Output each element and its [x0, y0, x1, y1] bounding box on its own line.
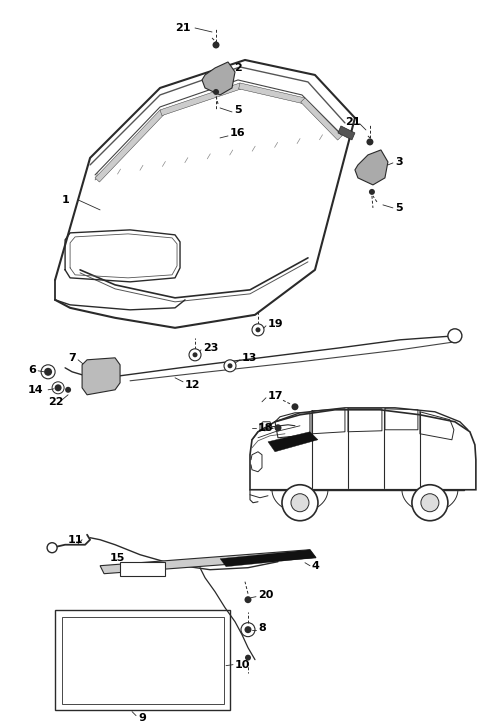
Circle shape: [65, 387, 71, 393]
Circle shape: [366, 138, 373, 146]
Polygon shape: [100, 550, 316, 573]
Circle shape: [213, 89, 219, 95]
Circle shape: [44, 368, 52, 376]
Circle shape: [291, 403, 299, 411]
Circle shape: [244, 626, 252, 634]
Text: 1: 1: [62, 195, 70, 205]
Circle shape: [282, 485, 318, 521]
Circle shape: [252, 324, 264, 336]
Text: 15: 15: [110, 552, 125, 563]
Circle shape: [291, 494, 309, 512]
Polygon shape: [250, 410, 476, 489]
Polygon shape: [220, 550, 316, 567]
Text: 5: 5: [395, 203, 403, 213]
Text: 3: 3: [395, 157, 403, 167]
Circle shape: [213, 41, 219, 49]
Circle shape: [369, 189, 375, 195]
Circle shape: [412, 485, 448, 521]
Circle shape: [448, 329, 462, 343]
Text: 7: 7: [68, 353, 76, 363]
Circle shape: [275, 424, 281, 432]
Text: 17: 17: [268, 391, 284, 401]
Polygon shape: [82, 358, 120, 395]
Polygon shape: [95, 110, 164, 182]
Circle shape: [228, 363, 232, 369]
Polygon shape: [160, 83, 242, 116]
Bar: [120, 562, 165, 576]
Text: 10: 10: [235, 660, 251, 670]
Text: 6: 6: [28, 365, 36, 375]
Bar: [55, 610, 230, 710]
Text: 21: 21: [175, 23, 191, 33]
Circle shape: [244, 596, 252, 603]
Text: 23: 23: [203, 343, 218, 353]
Text: 18: 18: [258, 423, 274, 433]
Text: 13: 13: [242, 353, 257, 363]
Circle shape: [421, 494, 439, 512]
Text: 12: 12: [185, 380, 201, 390]
Polygon shape: [355, 150, 388, 185]
Polygon shape: [268, 432, 318, 452]
Text: 21: 21: [345, 117, 360, 127]
Text: 8: 8: [258, 623, 266, 633]
Text: 19: 19: [268, 319, 284, 329]
Polygon shape: [239, 83, 305, 104]
Circle shape: [245, 654, 251, 661]
Circle shape: [255, 327, 261, 332]
Polygon shape: [300, 98, 342, 140]
Circle shape: [47, 543, 57, 552]
Circle shape: [224, 360, 236, 372]
Text: 4: 4: [312, 560, 320, 571]
Text: 22: 22: [48, 397, 64, 407]
Circle shape: [55, 384, 61, 391]
Circle shape: [189, 349, 201, 361]
Text: 5: 5: [234, 105, 241, 115]
Text: 14: 14: [28, 384, 44, 395]
Text: 20: 20: [258, 589, 274, 599]
Text: 2: 2: [234, 63, 242, 73]
Polygon shape: [202, 62, 235, 95]
Bar: [62, 617, 224, 704]
Circle shape: [192, 353, 198, 358]
Text: 16: 16: [230, 128, 246, 138]
Text: 9: 9: [138, 712, 146, 723]
Text: 11: 11: [68, 535, 84, 544]
Polygon shape: [338, 126, 355, 140]
